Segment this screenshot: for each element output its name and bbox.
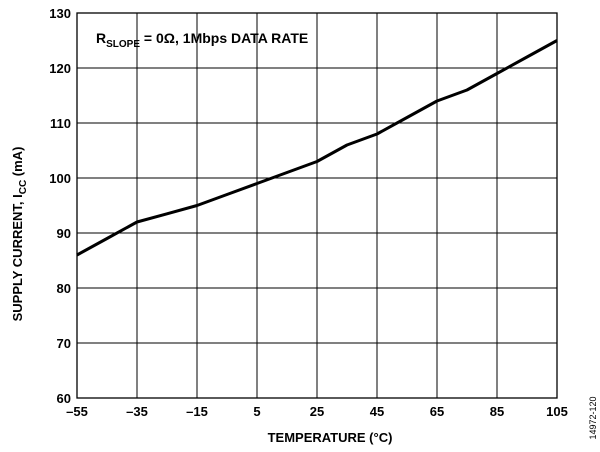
series-line bbox=[76, 39, 558, 257]
y-tick-label: 80 bbox=[57, 281, 71, 296]
y-tick-label: 90 bbox=[57, 226, 71, 241]
x-tick-label: –35 bbox=[126, 404, 148, 419]
x-axis-title: TEMPERATURE (°C) bbox=[268, 430, 393, 445]
y-tick-label: 100 bbox=[49, 171, 71, 186]
x-tick-label: –15 bbox=[186, 404, 208, 419]
y-tick-label: 60 bbox=[57, 391, 71, 406]
y-tick-label: 110 bbox=[50, 116, 71, 131]
x-tick-labels: –55 –35 –15 5 25 45 65 85 105 bbox=[66, 404, 568, 419]
x-tick-label: 65 bbox=[430, 404, 444, 419]
y-tick-label: 120 bbox=[49, 61, 71, 76]
figure-id-label: 14972-120 bbox=[588, 396, 598, 439]
chart-annotation: RSLOPE = 0Ω, 1Mbps DATA RATE bbox=[96, 30, 308, 50]
x-tick-label: 25 bbox=[310, 404, 324, 419]
x-tick-label: 105 bbox=[546, 404, 568, 419]
x-tick-label: 45 bbox=[370, 404, 384, 419]
x-tick-label: 85 bbox=[490, 404, 504, 419]
y-tick-labels: 60 70 80 90 100 110 120 130 bbox=[49, 6, 71, 406]
x-tick-label: 5 bbox=[253, 404, 260, 419]
plot-frame bbox=[76, 12, 558, 399]
y-tick-label: 130 bbox=[49, 6, 71, 21]
y-axis-title: SUPPLY CURRENT, ICC (mA) bbox=[10, 147, 29, 322]
x-tick-label: –55 bbox=[66, 404, 88, 419]
y-tick-label: 70 bbox=[57, 336, 71, 351]
series-layer bbox=[76, 39, 558, 257]
grid-lines bbox=[76, 12, 558, 399]
